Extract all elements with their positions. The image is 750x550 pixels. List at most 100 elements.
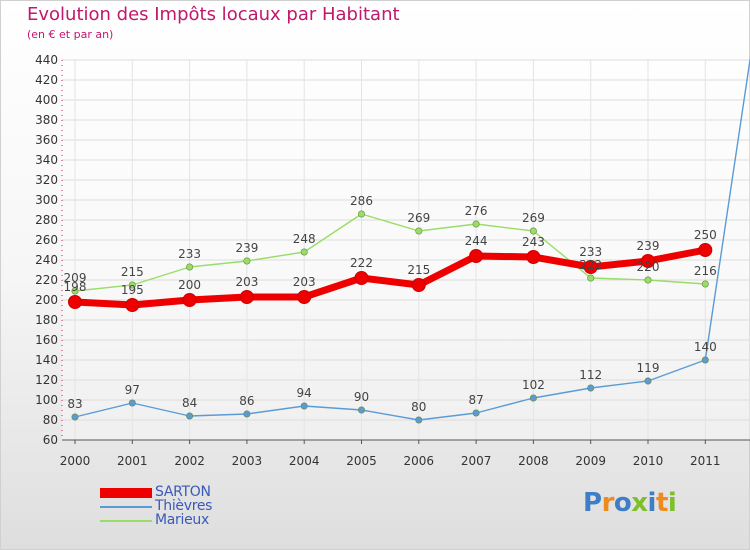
data-label-thievres: 94 — [297, 386, 312, 400]
y-tick-label: 160 — [35, 333, 58, 347]
y-tick-label: 200 — [35, 293, 58, 307]
data-point-marieux — [415, 227, 423, 235]
data-label-sarton: 215 — [407, 263, 430, 277]
data-point-thievres — [644, 377, 652, 385]
y-tick-label: 300 — [35, 193, 58, 207]
data-label-thievres: 119 — [637, 361, 660, 375]
data-point-thievres — [357, 406, 365, 414]
data-label-marieux: 209 — [64, 271, 87, 285]
logo-letter: i — [667, 488, 677, 518]
data-point-marieux — [701, 280, 709, 288]
data-label-marieux: 276 — [465, 204, 488, 218]
data-point-marieux — [529, 227, 537, 235]
logo-letter: t — [655, 488, 668, 518]
data-point-marieux — [243, 257, 251, 265]
y-tick-label: 440 — [35, 53, 58, 67]
data-point-sarton — [411, 278, 426, 292]
x-tick-label: 2003 — [232, 454, 263, 468]
y-tick-label: 100 — [35, 393, 58, 407]
x-tick-label: 2010 — [633, 454, 664, 468]
data-point-sarton — [469, 249, 484, 263]
y-tick-label: 260 — [35, 233, 58, 247]
y-tick-label: 400 — [35, 93, 58, 107]
legend-swatch-thievres — [100, 506, 152, 508]
data-label-marieux: 286 — [350, 194, 373, 208]
data-label-thievres: 97 — [125, 383, 140, 397]
data-label-sarton: 250 — [694, 228, 717, 242]
data-label-thievres: 90 — [354, 390, 369, 404]
data-point-sarton — [182, 293, 197, 307]
data-point-sarton — [68, 295, 82, 309]
data-point-sarton — [583, 260, 598, 274]
legend-swatch-sarton — [100, 488, 152, 498]
series-line-sarton — [71, 246, 709, 309]
series-line-marieux — [74, 213, 706, 292]
y-tick-label: 240 — [35, 253, 58, 267]
data-label-sarton: 198 — [64, 280, 87, 294]
legend-label-marieux: Marieux — [155, 512, 209, 528]
x-tick-label: 2008 — [518, 454, 549, 468]
logo-letter: o — [613, 488, 632, 518]
data-label-marieux: 269 — [407, 211, 430, 225]
data-label-thievres: 80 — [411, 400, 426, 414]
y-tick-label: 380 — [35, 113, 58, 127]
y-tick-label: 420 — [35, 73, 58, 87]
data-label-thievres: 102 — [522, 378, 545, 392]
data-point-thievres — [243, 410, 251, 418]
logo-letter: r — [601, 488, 615, 518]
data-label-thievres: 87 — [468, 393, 483, 407]
data-point-thievres — [71, 413, 79, 421]
data-point-sarton — [354, 271, 369, 285]
data-point-thievres — [186, 412, 194, 420]
data-point-sarton — [239, 290, 254, 304]
data-label-marieux: 269 — [522, 211, 545, 225]
data-label-marieux: 233 — [178, 247, 201, 261]
legend-item-marieux: Marieux — [100, 512, 300, 528]
data-point-sarton — [641, 254, 655, 268]
y-tick-label: 140 — [35, 353, 58, 367]
data-label-thievres: 84 — [182, 396, 197, 410]
data-point-marieux — [128, 281, 136, 289]
x-tick-label: 2001 — [117, 454, 148, 468]
legend: SARTON Thièvres Marieux — [100, 484, 300, 528]
x-tick-label: 2011 — [690, 454, 721, 468]
data-point-marieux — [71, 287, 79, 295]
y-tick-label: 60 — [43, 433, 58, 447]
data-label-marieux: 220 — [637, 260, 660, 274]
data-label-sarton: 203 — [293, 275, 316, 289]
data-label-marieux: 215 — [121, 265, 144, 279]
x-tick-label: 2006 — [404, 454, 435, 468]
data-point-marieux — [300, 248, 308, 256]
x-tick-label: 2002 — [174, 454, 205, 468]
x-tick-label: 2007 — [461, 454, 492, 468]
data-label-marieux: 248 — [293, 232, 316, 246]
chart-subtitle: (en € et par an) — [27, 28, 114, 41]
data-point-marieux — [472, 220, 480, 228]
legend-label-thievres: Thièvres — [155, 498, 213, 514]
legend-item-sarton: SARTON — [100, 484, 300, 500]
data-label-marieux: 222 — [579, 258, 602, 272]
y-tick-label: 360 — [35, 133, 58, 147]
logo-letter: P — [583, 488, 602, 518]
logo-letter: i — [647, 488, 657, 518]
data-point-sarton — [125, 298, 140, 312]
y-tick-label: 320 — [35, 173, 58, 187]
data-point-sarton — [698, 243, 713, 257]
data-point-sarton — [526, 250, 541, 264]
data-point-marieux — [357, 210, 365, 218]
x-tick-label: 2009 — [575, 454, 606, 468]
data-point-thievres — [701, 356, 709, 364]
data-label-sarton: 233 — [579, 245, 602, 259]
data-label-sarton: 203 — [235, 275, 258, 289]
x-tick-label: 2004 — [289, 454, 320, 468]
data-label-thievres: 83 — [67, 397, 82, 411]
data-label-sarton: 200 — [178, 278, 201, 292]
data-point-thievres — [587, 384, 595, 392]
data-label-thievres: 140 — [694, 340, 717, 354]
data-label-thievres: 86 — [239, 394, 254, 408]
data-point-thievres — [472, 409, 480, 417]
chart-title: Evolution des Impôts locaux par Habitant — [27, 4, 400, 25]
data-label-sarton: 195 — [121, 283, 144, 297]
data-point-marieux — [587, 274, 595, 282]
